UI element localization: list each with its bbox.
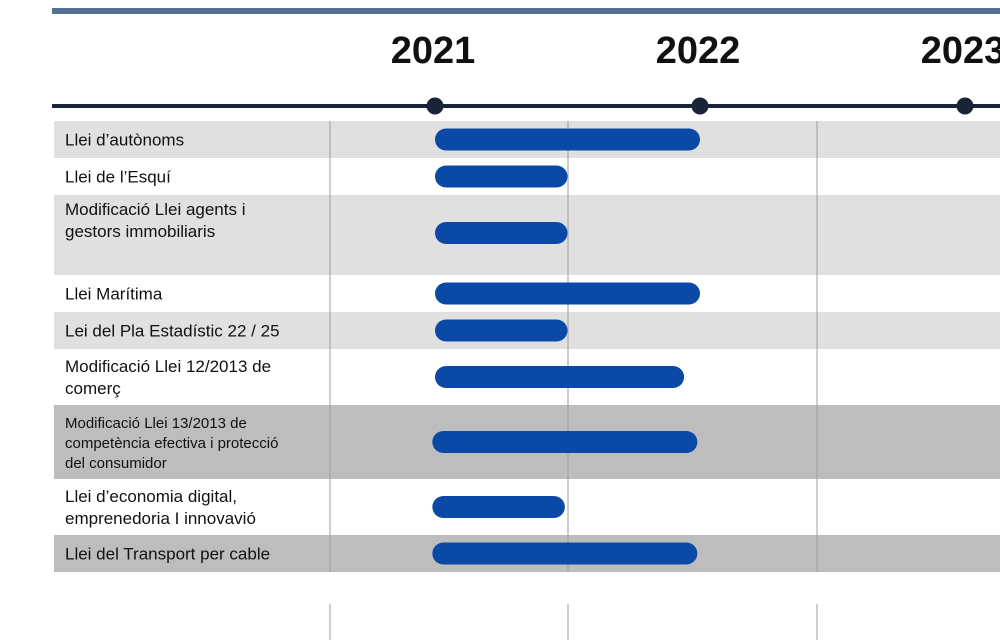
year-marker [691,97,709,115]
top-rule [52,8,1000,14]
row-label: Modificació Llei 13/2013 de competència e… [65,415,278,472]
timeline-bar [432,496,565,518]
row-label: Llei Marítima [65,285,163,304]
year-label: 2023 [921,30,1000,72]
row-label: Llei d’autònoms [65,131,184,150]
row-label-line: Modificació Llei 13/2013 de [65,415,247,432]
row-label-line: Modificació Llei agents i [65,200,245,219]
year-marker [956,97,974,115]
row-label-line: Modificació Llei 12/2013 de [65,357,271,376]
row-label-line: Lei del Pla Estadístic 22 / 25 [65,322,280,341]
row-label-line: del consumidor [65,455,167,472]
row-label-line: Llei del Transport per cable [65,545,270,564]
timeline-bar [432,431,698,453]
row-label-line: gestors immobiliaris [65,222,215,241]
row-labels: Llei d’autònoms Llei de l’Esquí Modificaci… [65,131,280,564]
timeline-bar [435,128,700,151]
year-label: 2021 [391,30,476,72]
row-label: Llei del Transport per cable [65,545,270,564]
year-marker [426,97,444,115]
timeline-bar [435,165,568,188]
row-label: Llei de l’Esquí [65,168,171,187]
row-label: Modificació Llei agents i gestors immobil… [65,200,245,241]
timeline-bars [432,128,700,565]
timeline-bar [435,319,568,342]
row-label-line: comerç [65,379,121,398]
row-label: Lei del Pla Estadístic 22 / 25 [65,322,280,341]
row-label: Modificació Llei 12/2013 de comerç [65,357,271,398]
row-label-line: competència efectiva i protecció [65,435,278,452]
row-label-line: Llei de l’Esquí [65,168,171,187]
timeline-bar [435,222,568,244]
year-label: 2022 [656,30,741,72]
time-axis: 2021 2022 2023 [52,8,1000,115]
row-label: Llei d’economia digital, emprenedoria I i… [65,487,256,528]
row-label-line: Llei d’economia digital, [65,487,237,506]
grid-lines [329,121,818,640]
row-label-line: Llei Marítima [65,285,163,304]
timeline-bar [435,366,685,388]
timeline-bar [432,542,698,565]
row-label-line: Llei d’autònoms [65,131,184,150]
timeline-bar [435,282,700,305]
row-label-line: emprenedoria I innovavió [65,509,256,528]
